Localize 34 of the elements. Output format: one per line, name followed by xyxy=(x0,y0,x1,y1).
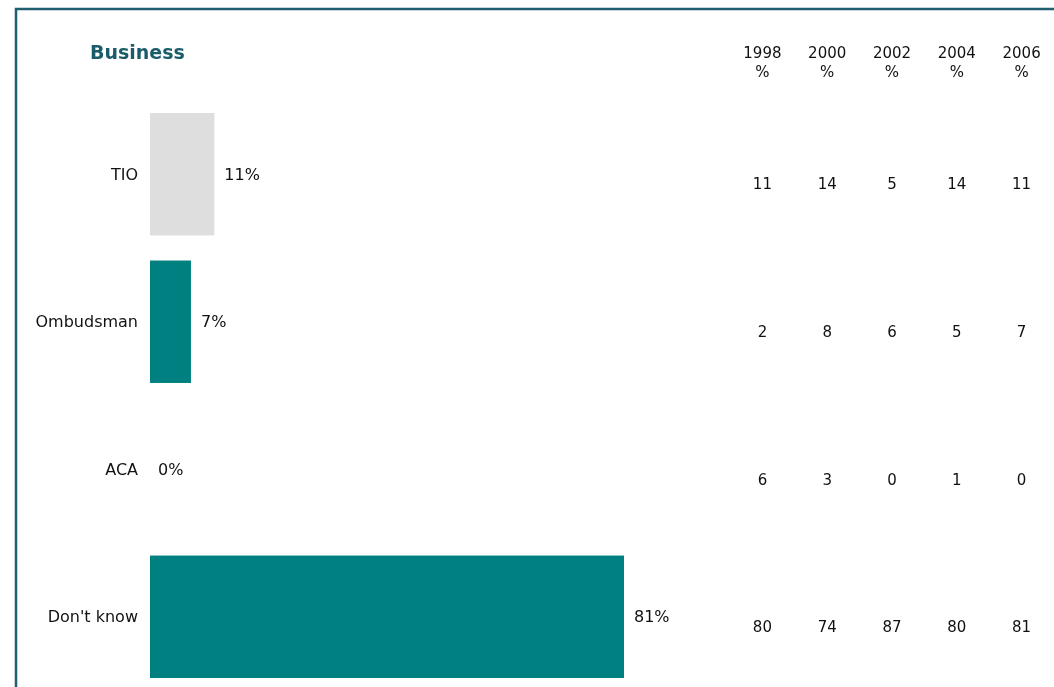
y-tick-label: Ombudsman xyxy=(35,312,138,332)
data-label: 11 xyxy=(752,175,772,194)
y-tick-label: ACA xyxy=(105,459,139,479)
data-label: 11 xyxy=(1012,175,1032,194)
x-tick-label: 1998 % xyxy=(743,44,782,81)
x-tick-label: 2002 % xyxy=(872,44,912,81)
data-label: 8 xyxy=(822,322,832,341)
data-label: 80 xyxy=(947,618,967,637)
data-label: 0 xyxy=(1016,470,1027,489)
data-label: 11% xyxy=(224,164,260,184)
data-label: 7% xyxy=(200,312,227,332)
data-label: 5 xyxy=(887,175,897,194)
chart-title: Business xyxy=(90,41,185,63)
data-label: 5 xyxy=(952,322,962,341)
data-label: 81 xyxy=(1012,618,1032,637)
data-label: 0% xyxy=(158,459,184,479)
x-tick-label: 2006 % xyxy=(1002,44,1041,81)
data-label: 14 xyxy=(947,175,967,194)
y-tick-label: Don't know xyxy=(47,607,138,627)
data-label: 7 xyxy=(1016,322,1027,341)
data-label: 3 xyxy=(822,470,832,489)
data-label: 87 xyxy=(882,618,902,637)
data-label: 74 xyxy=(817,618,837,637)
data-label: 6 xyxy=(757,470,768,489)
data-label: 2 xyxy=(757,322,768,341)
data-label: 80 xyxy=(752,618,772,637)
data-label: 1 xyxy=(952,470,962,489)
data-label: 14 xyxy=(817,175,837,194)
data-label: 81% xyxy=(634,607,670,627)
data-label: 0 xyxy=(887,470,897,489)
x-tick-label: 2004 % xyxy=(937,44,976,81)
y-tick-label: TIO xyxy=(109,164,138,184)
data-label: 6 xyxy=(887,322,897,341)
x-tick-label: 2000 % xyxy=(808,44,847,81)
